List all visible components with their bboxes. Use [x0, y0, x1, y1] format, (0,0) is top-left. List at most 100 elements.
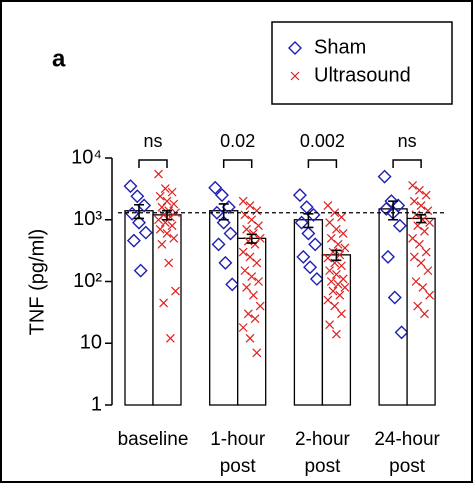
ultrasound-point — [421, 247, 431, 257]
panel-label: a — [52, 45, 66, 72]
ultrasound-point — [248, 229, 258, 238]
x-tick-label: 24-hour — [374, 429, 440, 450]
ultrasound-point — [167, 221, 177, 231]
y-tick-label: 10³ — [73, 208, 102, 230]
ultrasound-point — [154, 169, 163, 179]
ultrasound-point — [326, 277, 336, 286]
error-bar — [388, 200, 399, 221]
ultrasound-point — [423, 206, 433, 216]
ultrasound-point — [248, 290, 258, 300]
ultrasound-point — [325, 266, 335, 276]
ultrasound-point — [252, 258, 262, 268]
ultrasound-point — [157, 239, 167, 249]
x-tick-label: post — [304, 456, 341, 477]
legend-label: Sham — [314, 36, 366, 58]
sham-point — [225, 277, 240, 292]
significance-label: ns — [143, 131, 162, 151]
sham-point — [379, 201, 394, 216]
ultrasound-point — [242, 283, 252, 292]
ultrasound-point — [254, 277, 263, 286]
ultrasound-point — [252, 348, 262, 358]
ultrasound-point — [155, 191, 165, 201]
ultrasound-point — [420, 226, 429, 236]
x-tick-label: 1-hour — [210, 429, 266, 450]
sham-point — [292, 188, 307, 203]
significance-bracket — [392, 159, 422, 168]
ultrasound-point — [162, 229, 172, 238]
ultrasound-point — [425, 290, 435, 300]
sham-point — [387, 290, 402, 305]
ultrasound-point — [331, 224, 341, 234]
x-tick-label: baseline — [118, 429, 189, 450]
sham-point — [215, 188, 229, 203]
ultrasound-point — [333, 279, 343, 289]
x-tick-label: 2-hour — [295, 429, 351, 450]
sham-point — [126, 233, 141, 248]
ultrasound-point — [408, 180, 418, 190]
error-bar — [134, 203, 144, 220]
sham-point — [377, 169, 392, 184]
y-tick-label: 10² — [73, 270, 102, 292]
ultrasound-point — [325, 218, 335, 228]
ultrasound-point — [247, 272, 257, 282]
ultrasound-point — [418, 283, 428, 292]
ultrasound-point — [245, 201, 255, 210]
ultrasound-point — [169, 199, 179, 209]
sham-point — [381, 249, 395, 264]
ultrasound-point — [164, 258, 174, 268]
sham-point — [218, 255, 233, 270]
sham-point — [223, 226, 238, 241]
ultrasound-point — [157, 202, 167, 212]
ultrasound-point — [167, 187, 177, 197]
ultrasound-point — [238, 323, 248, 332]
bar — [378, 208, 408, 406]
ultrasound-point — [425, 218, 435, 228]
bar — [209, 210, 239, 406]
ultrasound-point — [416, 258, 426, 268]
ultrasound-point — [250, 314, 260, 324]
ultrasound-point — [409, 196, 419, 206]
ultrasound-point — [330, 301, 340, 311]
ultrasound-point — [255, 301, 265, 311]
ultrasound-point — [162, 196, 172, 206]
ultrasound-point — [330, 208, 340, 218]
error-bar — [331, 249, 342, 262]
ultrasound-point — [323, 201, 333, 210]
ultrasound-point — [159, 298, 169, 308]
ultrasound-point — [252, 206, 262, 216]
legend-marker — [288, 41, 302, 55]
y-tick-label: 10⁴ — [71, 146, 102, 168]
sham-point — [130, 189, 145, 204]
ultrasound-point — [169, 233, 179, 243]
sham-point — [211, 237, 226, 252]
ultrasound-point — [337, 212, 346, 222]
significance-bracket — [307, 159, 338, 168]
significance-label: 0.02 — [220, 131, 255, 151]
sham-point — [123, 179, 138, 194]
ultrasound-point — [421, 190, 431, 200]
ultrasound-point — [171, 286, 180, 296]
y-axis-label: TNF (pg/ml) — [26, 229, 48, 336]
significance-bracket — [138, 159, 168, 168]
sham-point — [294, 215, 309, 230]
x-tick-label: post — [389, 456, 426, 477]
sham-point — [221, 200, 236, 215]
sham-point — [308, 237, 323, 252]
ultrasound-point — [238, 247, 248, 257]
sham-point — [309, 271, 324, 286]
sham-point — [303, 260, 318, 275]
bar — [406, 217, 436, 406]
ultrasound-point — [338, 229, 348, 238]
ultrasound-point — [420, 309, 429, 319]
ultrasound-point — [328, 286, 338, 296]
ultrasound-point — [243, 309, 253, 319]
significance-label: ns — [398, 131, 417, 151]
sham-point — [301, 226, 316, 241]
sham-point — [132, 215, 146, 230]
ultrasound-point — [413, 301, 423, 311]
ultrasound-point — [340, 283, 350, 292]
error-bar — [218, 203, 229, 221]
sham-point — [392, 218, 407, 233]
